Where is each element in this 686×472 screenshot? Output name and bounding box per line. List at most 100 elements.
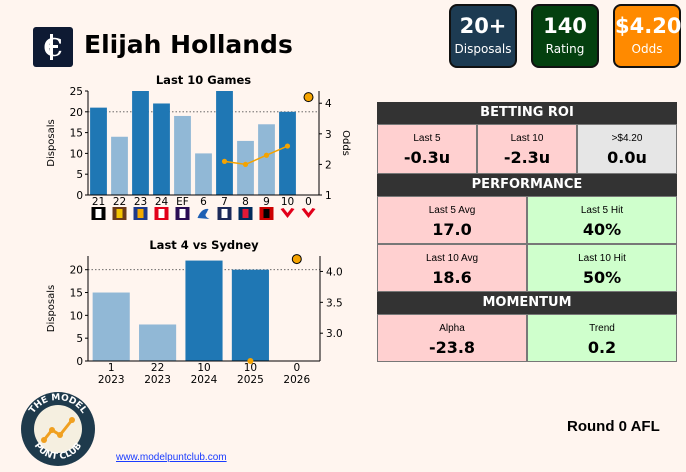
y2-tick-label: 3.0 — [326, 328, 343, 340]
bar — [132, 91, 149, 195]
y2-tick-label: 3 — [325, 129, 332, 141]
x-tick-year-label: 2026 — [283, 374, 310, 386]
disposals-value: 20+ — [459, 14, 507, 38]
roi-last10-cell: Last 10 -2.3u — [477, 124, 577, 174]
last5-hit-label: Last 5 Hit — [580, 205, 624, 216]
y-axis-label: Disposals — [46, 285, 57, 332]
x-tick-label: 8 — [242, 196, 249, 208]
rating-label: Rating — [545, 42, 585, 56]
roi-odds-label: >$4.20 — [611, 133, 643, 144]
x-tick-label: 23 — [134, 196, 147, 208]
model-punt-club-logo: THE MODEL PUNT CLUB — [21, 392, 95, 466]
bar — [139, 324, 177, 361]
y2-tick-label: 4.0 — [326, 266, 343, 278]
x-tick-label: 0 — [293, 362, 300, 374]
y2-tick-label: 1 — [325, 190, 332, 202]
disposals-stat-box: 20+ Disposals — [449, 4, 517, 68]
bar — [174, 115, 191, 195]
chart-title: Last 10 Games — [156, 73, 251, 87]
odds-point — [221, 158, 228, 164]
bar — [279, 111, 296, 195]
last10-hit-cell: Last 10 Hit 50% — [527, 244, 677, 292]
x-tick-label: 6 — [200, 196, 207, 208]
website-link[interactable]: www.modelpuntclub.com — [116, 452, 227, 463]
roi-last5-cell: Last 5 -0.3u — [377, 124, 477, 174]
disposals-label: Disposals — [454, 42, 512, 56]
sydney-icon — [280, 208, 295, 218]
momentum-header: MOMENTUM — [377, 292, 677, 314]
x-tick-label: 24 — [155, 196, 169, 208]
x-tick-year-label: 2023 — [144, 374, 171, 386]
x-tick-label: 10 — [244, 362, 257, 374]
last5-hit-value: 40% — [582, 220, 622, 239]
betting-roi-row: Last 5 -0.3u Last 10 -2.3u >$4.20 0.0u — [377, 124, 677, 174]
current-odds-point — [303, 92, 314, 103]
x-tick-year-label: 2025 — [237, 374, 264, 386]
x-tick-label: 1 — [108, 362, 115, 374]
x-tick-year-label: 2024 — [191, 374, 218, 386]
alpha-value: -23.8 — [428, 338, 476, 357]
betting-roi-header: BETTING ROI — [377, 102, 677, 124]
roi-last10-value: -2.3u — [503, 148, 551, 167]
bar — [185, 260, 223, 361]
chart-title: Last 4 vs Sydney — [149, 238, 259, 252]
performance-header: PERFORMANCE — [377, 174, 677, 196]
current-odds-point — [291, 254, 302, 265]
odds-point — [242, 161, 249, 168]
sydney-icon — [301, 208, 316, 218]
alpha-label: Alpha — [439, 323, 465, 334]
geelong-icon-detail — [221, 209, 228, 218]
roi-last5-value: -0.3u — [403, 148, 451, 167]
x-tick-label: 22 — [151, 362, 164, 374]
bar — [258, 124, 275, 195]
bar — [237, 140, 254, 195]
trend-value: 0.2 — [587, 338, 617, 357]
club-logo: C — [33, 27, 73, 67]
carlton-monogram-icon: C — [43, 33, 62, 62]
odds-stat-box: $4.20 Odds — [613, 4, 681, 68]
last5-avg-label: Last 5 Avg — [428, 205, 476, 216]
trend-cell: Trend 0.2 — [527, 314, 677, 362]
odds-value: $4.20 — [615, 14, 682, 38]
last10-avg-value: 18.6 — [432, 268, 472, 287]
bar — [111, 136, 128, 195]
y2-tick-label: 3.5 — [326, 297, 343, 309]
last10-avg-label: Last 10 Avg — [425, 253, 479, 264]
player-name: Elijah Hollands — [84, 30, 293, 59]
y-tick-label: 5 — [76, 169, 83, 181]
fremantle-icon-detail — [179, 209, 186, 218]
x-tick-label: EF — [176, 196, 189, 208]
west-coast-icon-detail — [137, 209, 144, 218]
y-axis-label: Disposals — [46, 119, 57, 166]
last5-hit-cell: Last 5 Hit 40% — [527, 196, 677, 244]
last10-hit-label: Last 10 Hit — [578, 253, 626, 264]
round-label: Round 0 AFL — [567, 418, 660, 435]
logo-trend-line — [42, 419, 74, 441]
x-tick-label: 22 — [113, 196, 126, 208]
y-tick-label: 15 — [70, 288, 83, 300]
last5-avg-value: 17.0 — [432, 220, 472, 239]
st-kilda-icon-detail — [158, 209, 165, 218]
y-tick-label: 20 — [70, 107, 83, 119]
odds-line — [224, 145, 288, 166]
rating-value: 140 — [543, 14, 587, 38]
bar — [216, 91, 233, 195]
bar — [90, 107, 107, 195]
alpha-cell: Alpha -23.8 — [377, 314, 527, 362]
momentum-row: Alpha -23.8 Trend 0.2 — [377, 314, 677, 362]
collingwood-icon-detail — [95, 209, 102, 218]
y-tick-label: 10 — [70, 148, 83, 160]
odds-point — [263, 152, 270, 158]
odds-label: Odds — [631, 42, 663, 56]
kangaroo-icon — [197, 208, 210, 219]
performance-row-1: Last 5 Avg 17.0 Last 5 Hit 40% — [377, 196, 677, 244]
x-tick-label: 21 — [92, 196, 105, 208]
bar — [231, 269, 269, 361]
odds-point — [284, 143, 291, 149]
y-tick-label: 20 — [70, 265, 83, 277]
odds-point — [247, 358, 254, 364]
trend-label: Trend — [589, 323, 615, 334]
roi-last10-label: Last 10 — [510, 133, 544, 144]
roi-odds-value: 0.0u — [607, 148, 647, 167]
